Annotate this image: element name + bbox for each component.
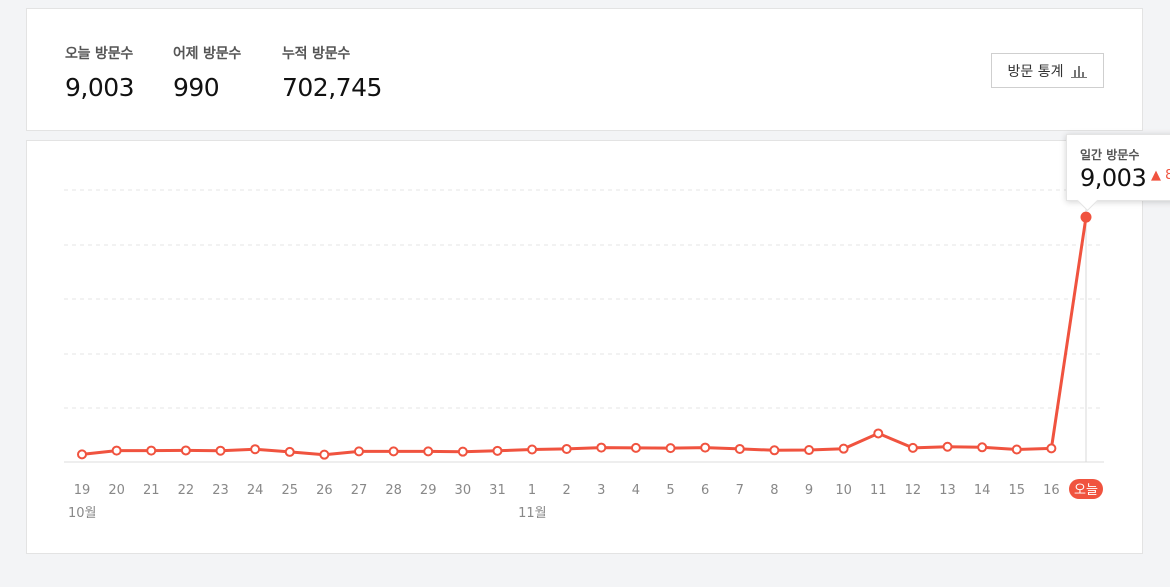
- yesterday-visits-label: 어제 방문수: [173, 46, 242, 62]
- data-point: [319, 449, 330, 460]
- summary-card: 오늘 방문수 9,003 어제 방문수 990 누적 방문수 702,745 방…: [26, 8, 1143, 131]
- tooltip-value: 9,003: [1080, 164, 1147, 192]
- chart-tooltip: 일간 방문수 9,003 ▲ 8: [1066, 134, 1170, 212]
- x-tick-label: 26: [316, 483, 333, 498]
- x-tick-label: 28: [385, 483, 402, 498]
- data-point: [561, 443, 572, 454]
- data-point: [353, 446, 364, 457]
- x-tick-label: 20: [108, 483, 125, 498]
- x-tick-label: 23: [212, 483, 229, 498]
- x-tick-label: 19: [74, 483, 91, 498]
- visits-chart-card: [26, 140, 1143, 554]
- data-point: [423, 446, 434, 457]
- bar-chart-icon: [1071, 64, 1088, 78]
- x-tick-label: 16: [1043, 483, 1060, 498]
- chart-series: [77, 211, 1092, 460]
- data-point: [1046, 443, 1057, 454]
- data-point: [492, 445, 503, 456]
- today-tick-badge: [1069, 479, 1103, 499]
- data-point: [180, 445, 191, 456]
- data-point: [527, 444, 538, 455]
- data-point: [838, 443, 849, 454]
- data-point: [457, 446, 468, 457]
- x-tick-label: 12: [905, 483, 922, 498]
- visit-stats-button[interactable]: 방문 통계: [991, 53, 1104, 88]
- x-tick-label: 30: [455, 483, 472, 498]
- x-tick-label: 11: [870, 483, 887, 498]
- data-point: [596, 442, 607, 453]
- month-label: 11월: [518, 506, 547, 521]
- x-tick-label: 1: [528, 483, 536, 498]
- data-point: [977, 442, 988, 453]
- data-point: [942, 441, 953, 452]
- data-point: [700, 442, 711, 453]
- yesterday-visits-value: 990: [173, 73, 220, 102]
- x-tick-label: 7: [736, 483, 744, 498]
- series-line: [81, 216, 1088, 457]
- x-tick-label: 22: [178, 483, 195, 498]
- data-point: [630, 442, 641, 453]
- x-tick-label: 13: [939, 483, 956, 498]
- chart-gridlines: [64, 189, 1104, 463]
- total-visits-label: 누적 방문수: [282, 46, 351, 62]
- x-tick-label: 5: [666, 483, 674, 498]
- data-point: [388, 446, 399, 457]
- tooltip-label: 일간 방문수: [1080, 148, 1140, 162]
- data-point: [250, 444, 261, 455]
- today-visits-stat: 오늘 방문수 9,003: [65, 43, 135, 102]
- data-point: [1011, 444, 1022, 455]
- x-tick-label: 오늘: [1074, 483, 1098, 498]
- data-point-highlight: [1080, 211, 1092, 223]
- data-point: [804, 445, 815, 456]
- month-label: 10월: [68, 506, 97, 521]
- data-point: [284, 446, 295, 457]
- x-tick-label: 8: [770, 483, 778, 498]
- data-point: [907, 442, 918, 453]
- today-visits-value: 9,003: [65, 73, 135, 102]
- x-tick-label: 10: [835, 483, 852, 498]
- today-visits-label: 오늘 방문수: [65, 46, 134, 62]
- x-tick-label: 9: [805, 483, 813, 498]
- x-tick-label: 2: [563, 483, 571, 498]
- data-point: [769, 445, 780, 456]
- x-tick-label: 15: [1008, 483, 1025, 498]
- x-tick-label: 27: [351, 483, 368, 498]
- visit-stats-button-label: 방문 통계: [1007, 63, 1064, 80]
- x-tick-label: 6: [701, 483, 709, 498]
- chart-x-axis: 19 20 21 22 23 24 25 26 27 28 29 30 31 1 2 3 4 5 6 7 8 9 10 11 1…: [68, 479, 1103, 521]
- x-tick-label: 3: [597, 483, 605, 498]
- x-tick-label: 31: [489, 483, 506, 498]
- x-tick-label: 4: [632, 483, 640, 498]
- x-tick-label: 14: [974, 483, 991, 498]
- x-tick-label: 24: [247, 483, 264, 498]
- data-point: [873, 428, 884, 439]
- x-tick-label: 21: [143, 483, 160, 498]
- data-point: [111, 445, 122, 456]
- data-point: [215, 445, 226, 456]
- x-tick-label: 25: [281, 483, 298, 498]
- tooltip-change: ▲ 8: [1151, 168, 1170, 183]
- yesterday-visits-stat: 어제 방문수 990: [173, 43, 241, 102]
- x-tick-label: 29: [420, 483, 437, 498]
- data-point: [146, 445, 157, 456]
- data-point: [77, 449, 87, 460]
- total-visits-value: 702,745: [282, 73, 382, 102]
- total-visits-stat: 누적 방문수 702,745: [282, 43, 382, 102]
- data-point: [665, 443, 676, 454]
- data-point: [734, 443, 745, 454]
